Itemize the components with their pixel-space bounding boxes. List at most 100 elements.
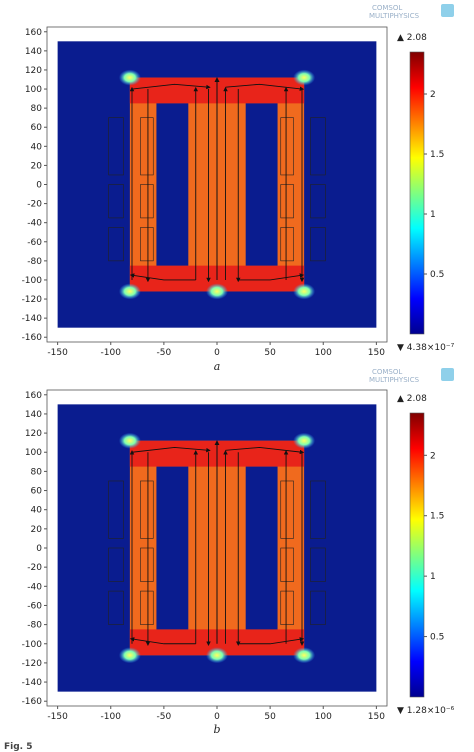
x-tick-label: -50	[157, 712, 172, 722]
y-tick-label: 20	[31, 161, 43, 171]
winding-outline	[140, 480, 154, 539]
hotspot	[118, 69, 141, 86]
y-tick-label: -100	[22, 276, 43, 286]
brand-line-2: MULTIPHYSICS	[369, 12, 420, 20]
flux-line	[238, 637, 305, 645]
y-tick-label: 0	[36, 181, 42, 191]
brand-line-1: COMSOL	[372, 368, 402, 376]
x-tick-label: 150	[368, 348, 385, 358]
winding-outline	[108, 480, 124, 539]
plot-panel-a: COMSOL MULTIPHYSICS -150 -100 -50 0 50 100 150…	[22, 4, 455, 373]
y-tick-label: 160	[25, 391, 42, 401]
y-tick-label: 60	[31, 123, 43, 133]
x-tick-label: 100	[315, 348, 332, 358]
colorbar-max-label: ▲ 2.08	[397, 394, 427, 404]
hotspot	[293, 432, 316, 449]
y-tick-label: 80	[31, 104, 43, 114]
y-tick-label: 40	[31, 142, 43, 152]
x-axis-ticks: -150 -100 -50 0 50 100 150	[47, 706, 385, 722]
y-tick-label: -80	[27, 621, 42, 631]
winding-outline	[280, 117, 294, 176]
x-tick-label: -100	[101, 712, 122, 722]
window-right	[245, 466, 278, 630]
winding-outline	[280, 590, 294, 625]
flux-line	[225, 83, 305, 92]
x-axis-ticks: -150 -100 -50 0 50 100 150	[47, 342, 385, 358]
y-axis-ticks: 160 140 120 100 80 60 40 20 0 -20 -40 -60 -80 -100 -12…	[22, 28, 47, 343]
y-tick-label: -20	[27, 563, 42, 573]
window-left	[156, 466, 189, 630]
x-tick-label: -150	[47, 712, 68, 722]
y-tick-label: 140	[25, 47, 42, 57]
flux-line	[225, 447, 305, 455]
colorbar: 2 1.5 1 0.5	[409, 412, 444, 698]
y-tick-label: -60	[27, 601, 42, 611]
hotspot	[206, 647, 228, 664]
field-map	[57, 404, 377, 692]
y-tick-label: -140	[22, 678, 43, 688]
colorbar-tick-label: 0.5	[430, 270, 444, 280]
y-tick-label: 140	[25, 410, 42, 420]
x-tick-label: 100	[315, 712, 332, 722]
y-tick-label: 60	[31, 487, 43, 497]
colorbar-tick-label: 1.5	[430, 512, 444, 522]
winding-outline	[310, 184, 326, 219]
y-tick-label: -120	[22, 659, 43, 669]
colorbar-max-label: ▲ 2.08	[397, 33, 427, 43]
winding-outline	[280, 184, 294, 219]
y-tick-label: -20	[27, 200, 42, 210]
subplot-label: a	[214, 360, 221, 373]
hotspot	[118, 647, 141, 664]
figure-caption: Fig. 5	[4, 742, 33, 752]
winding-outline	[310, 480, 326, 539]
x-tick-label: 50	[264, 348, 276, 358]
hotspot	[206, 283, 228, 300]
flux-line	[129, 637, 196, 645]
x-tick-label: 0	[214, 712, 220, 722]
colorbar: 2 1.5 1 0.5	[409, 51, 444, 335]
winding-outline	[140, 184, 154, 219]
y-tick-label: 100	[25, 448, 42, 458]
x-tick-label: 150	[368, 712, 385, 722]
hotspot	[293, 69, 316, 86]
y-tick-label: -140	[22, 314, 43, 324]
y-tick-label: 20	[31, 525, 43, 535]
x-tick-label: -50	[157, 348, 172, 358]
winding-outline	[140, 590, 154, 625]
winding-outline	[108, 547, 124, 582]
winding-outline	[140, 117, 154, 176]
hotspot	[293, 647, 316, 664]
y-tick-label: 40	[31, 506, 43, 516]
y-tick-label: 120	[25, 429, 42, 439]
winding-outline	[310, 547, 326, 582]
y-axis-ticks: 160 140 120 100 80 60 40 20 0 -20 -40 -60 -80 -100 -12…	[22, 391, 47, 707]
colorbar-min-label: ▼ 1.28×10⁻⁶	[397, 706, 455, 716]
y-tick-label: -40	[27, 219, 42, 229]
flux-line	[238, 273, 305, 281]
hotspot	[293, 283, 316, 300]
y-tick-label: -160	[22, 333, 43, 343]
y-tick-label: -160	[22, 697, 43, 707]
hotspot	[118, 283, 141, 300]
comsol-logo-icon	[441, 4, 454, 17]
y-tick-label: 0	[36, 544, 42, 554]
y-tick-label: -40	[27, 582, 42, 592]
colorbar-tick-label: 2	[430, 90, 436, 100]
y-tick-label: 100	[25, 85, 42, 95]
field-map	[57, 41, 377, 328]
flux-line	[131, 447, 211, 453]
colorbar-tick-label: 1.5	[430, 150, 444, 160]
colorbar-tick-label: 2	[430, 451, 436, 461]
winding-outline	[310, 227, 326, 262]
window-left	[156, 103, 189, 266]
winding-outline	[140, 227, 154, 262]
winding-outline	[140, 547, 154, 582]
x-tick-label: 0	[214, 348, 220, 358]
winding-outline	[280, 227, 294, 262]
y-tick-label: -120	[22, 295, 43, 305]
colorbar-tick-label: 1	[430, 210, 436, 220]
winding-outline	[108, 184, 124, 219]
y-tick-label: 120	[25, 66, 42, 76]
colorbar-tick-label: 1	[430, 572, 436, 582]
